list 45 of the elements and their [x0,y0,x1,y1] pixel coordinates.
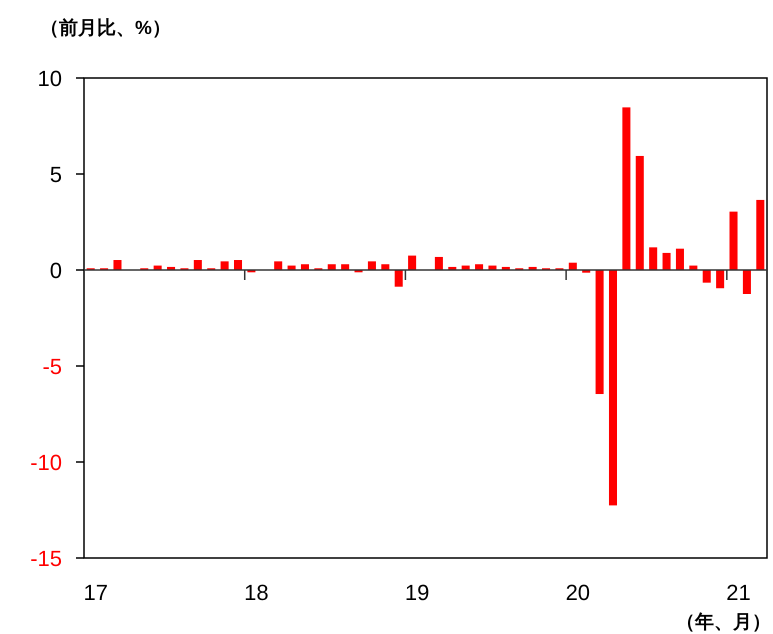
y-tick-label: -10 [30,450,62,475]
bar [676,248,684,270]
bar [596,270,604,394]
y-tick-label: 5 [50,162,62,187]
bar [220,261,229,270]
bar [341,264,350,270]
x-tick-label: 20 [566,580,590,605]
x-tick-label: 21 [726,580,751,605]
bar [568,262,577,270]
bar [702,270,711,283]
x-axis-title: （年、月） [676,612,771,633]
bar [689,266,698,270]
y-tick-label: -15 [30,546,62,571]
bar [636,156,644,270]
bar [662,252,671,270]
bar [300,264,309,270]
bar [288,266,296,270]
bar [154,266,162,270]
bar [408,256,416,270]
y-tick-label: 10 [38,66,62,91]
bar [328,264,336,270]
bar [649,247,658,270]
bar [730,212,738,270]
x-tick-label: 18 [244,580,269,605]
bar [462,266,470,270]
y-tick-label: -5 [42,354,62,379]
bar [194,260,202,270]
bar [113,260,122,270]
bar [274,261,282,270]
bar [234,260,242,270]
bar [608,270,618,506]
y-axis-title: （前月比、%） [40,17,171,39]
bar [368,261,376,270]
bar [742,270,751,294]
bar [394,270,403,287]
x-tick-label: 17 [83,580,108,605]
bar [475,264,484,270]
bar [381,264,390,270]
bar [434,256,443,270]
x-tick-label: 19 [404,580,430,605]
bar [488,266,496,270]
bar [716,270,724,288]
y-tick-label: 0 [50,258,62,283]
bar [622,107,630,270]
bar [756,200,764,270]
